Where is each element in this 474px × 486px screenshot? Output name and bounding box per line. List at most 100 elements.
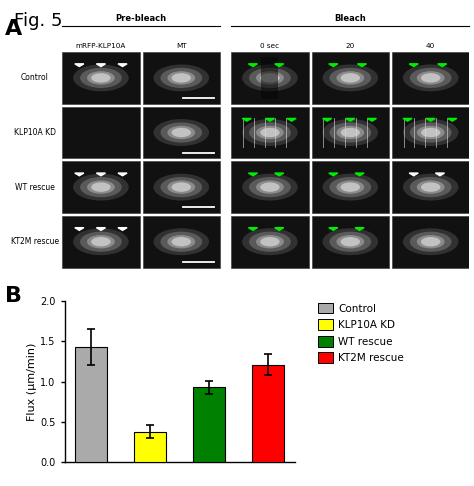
Bar [143, 107, 220, 158]
Ellipse shape [322, 174, 378, 201]
Bar [312, 52, 389, 104]
Polygon shape [403, 119, 412, 121]
Ellipse shape [242, 119, 298, 146]
Text: Control: Control [21, 73, 49, 83]
Ellipse shape [91, 182, 110, 192]
Ellipse shape [172, 73, 191, 83]
Ellipse shape [403, 65, 458, 91]
Polygon shape [329, 173, 338, 176]
Ellipse shape [161, 232, 202, 252]
Bar [63, 52, 139, 104]
Ellipse shape [337, 126, 364, 139]
Ellipse shape [256, 126, 284, 139]
Bar [261, 57, 278, 99]
Polygon shape [448, 119, 457, 121]
Polygon shape [242, 119, 251, 121]
Ellipse shape [403, 119, 458, 146]
Ellipse shape [249, 177, 291, 197]
Ellipse shape [341, 128, 360, 137]
Ellipse shape [421, 73, 440, 83]
Ellipse shape [410, 232, 452, 252]
Ellipse shape [421, 237, 440, 246]
Polygon shape [409, 173, 418, 176]
Ellipse shape [421, 182, 440, 192]
Polygon shape [96, 173, 106, 176]
Ellipse shape [256, 235, 284, 248]
Ellipse shape [167, 235, 195, 248]
Ellipse shape [341, 182, 360, 192]
Text: mRFP-KLP10A: mRFP-KLP10A [76, 43, 126, 49]
Polygon shape [248, 173, 257, 176]
Ellipse shape [249, 122, 291, 142]
Polygon shape [323, 119, 332, 121]
Ellipse shape [242, 65, 298, 91]
Ellipse shape [161, 122, 202, 142]
Polygon shape [357, 64, 366, 67]
Polygon shape [426, 119, 435, 121]
Ellipse shape [91, 73, 110, 83]
Ellipse shape [172, 237, 191, 246]
Bar [312, 107, 389, 158]
Text: 20: 20 [346, 43, 355, 49]
Polygon shape [346, 119, 355, 121]
Ellipse shape [73, 65, 129, 91]
Bar [143, 216, 220, 267]
Ellipse shape [256, 71, 284, 85]
Ellipse shape [417, 126, 445, 139]
Ellipse shape [161, 177, 202, 197]
Ellipse shape [167, 71, 195, 85]
Polygon shape [96, 64, 106, 67]
Polygon shape [118, 173, 127, 176]
Ellipse shape [167, 126, 195, 139]
Ellipse shape [256, 180, 284, 194]
Bar [231, 107, 309, 158]
Bar [63, 107, 139, 158]
Bar [231, 161, 309, 213]
Ellipse shape [260, 128, 280, 137]
Ellipse shape [341, 73, 360, 83]
Text: MT: MT [176, 43, 187, 49]
Text: B: B [5, 286, 22, 306]
Polygon shape [329, 64, 338, 67]
Polygon shape [329, 227, 338, 230]
Ellipse shape [242, 174, 298, 201]
Ellipse shape [417, 235, 445, 248]
Text: Pre-bleach: Pre-bleach [116, 14, 167, 23]
Ellipse shape [329, 232, 371, 252]
Ellipse shape [337, 71, 364, 85]
Polygon shape [438, 64, 447, 67]
Bar [63, 216, 139, 267]
Polygon shape [274, 227, 284, 230]
Ellipse shape [410, 122, 452, 142]
Ellipse shape [80, 232, 122, 252]
Polygon shape [118, 64, 127, 67]
Bar [392, 52, 469, 104]
Polygon shape [248, 227, 257, 230]
Ellipse shape [260, 73, 280, 83]
Polygon shape [274, 64, 284, 67]
Text: 40: 40 [426, 43, 435, 49]
Bar [392, 216, 469, 267]
Bar [231, 216, 309, 267]
Ellipse shape [161, 68, 202, 88]
Ellipse shape [167, 180, 195, 194]
Bar [63, 161, 139, 213]
Text: Fig. 5: Fig. 5 [14, 12, 63, 30]
Polygon shape [287, 119, 296, 121]
Polygon shape [96, 227, 106, 230]
Text: WT rescue: WT rescue [15, 183, 55, 191]
Polygon shape [75, 64, 84, 67]
Ellipse shape [403, 174, 458, 201]
Text: KLP10A KD: KLP10A KD [14, 128, 56, 137]
Ellipse shape [341, 237, 360, 246]
Ellipse shape [421, 128, 440, 137]
Ellipse shape [154, 228, 209, 255]
Text: Bleach: Bleach [335, 14, 366, 23]
Polygon shape [355, 173, 364, 176]
Bar [143, 161, 220, 213]
Bar [392, 161, 469, 213]
Ellipse shape [329, 122, 371, 142]
Ellipse shape [242, 228, 298, 255]
Ellipse shape [80, 177, 122, 197]
Polygon shape [265, 119, 274, 121]
